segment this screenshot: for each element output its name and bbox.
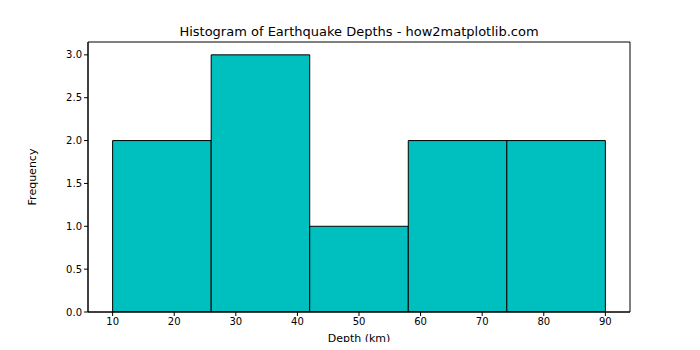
svg-text:90: 90 [599,316,612,327]
svg-text:2.5: 2.5 [66,92,82,103]
svg-text:0.0: 0.0 [66,307,82,318]
html-text:Histogram of Earthquake Depths: Histogram of Earthquake Depths - how2mat… [179,24,539,39]
svg-text:1.5: 1.5 [66,178,82,189]
svg-text:2.0: 2.0 [66,135,82,146]
svg-text:Depth (km): Depth (km) [328,332,391,342]
svg-text:30: 30 [229,316,242,327]
svg-text:0.5: 0.5 [66,264,82,275]
svg-text:50: 50 [353,316,366,327]
svg-text:20: 20 [168,316,181,327]
svg-text:60: 60 [414,316,427,327]
svg-text:10: 10 [106,316,119,327]
svg-text:Frequency: Frequency [26,148,39,205]
svg-text:1.0: 1.0 [66,221,82,232]
svg-text:80: 80 [537,316,550,327]
svg-text:3.0: 3.0 [66,49,82,60]
svg-text:40: 40 [291,316,304,327]
svg-text:70: 70 [476,316,489,327]
